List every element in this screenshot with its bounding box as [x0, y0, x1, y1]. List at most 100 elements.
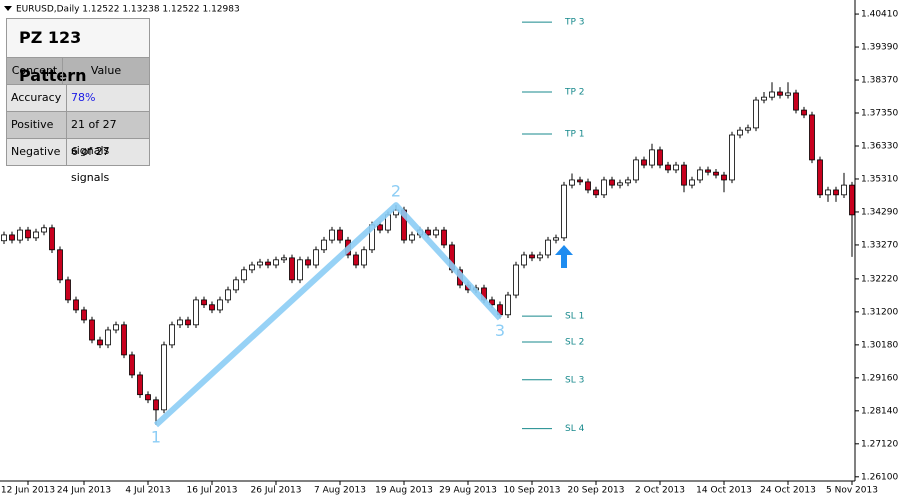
candle-body [801, 109, 807, 116]
candle-body [361, 249, 367, 266]
candle-body [441, 229, 447, 246]
candle-body [505, 294, 511, 316]
x-tick-label: 24 Jun 2013 [57, 486, 111, 496]
candle-body [49, 227, 55, 251]
candle-body [433, 229, 439, 236]
candle-body [513, 264, 519, 296]
candle-body [745, 127, 751, 131]
candle-body [833, 189, 839, 196]
candle-body [225, 289, 231, 301]
candle-body [849, 184, 855, 216]
candle-body [257, 261, 263, 266]
panel-row: Positive 21 of 27 signals [7, 111, 149, 157]
panel-header: Concept Value [7, 57, 149, 84]
candle-body [97, 339, 103, 346]
candle-body [25, 229, 31, 239]
candle-body [713, 171, 719, 176]
candle-body [41, 227, 47, 233]
cell: 21 of 27 signals [71, 118, 117, 157]
candle-body [249, 264, 255, 271]
candle-body [217, 299, 223, 311]
candle-body [617, 182, 623, 186]
panel-row: Accuracy 78% [7, 84, 149, 111]
pattern-label: 3 [495, 321, 505, 340]
stats-panel: PZ 123 Pattern Concept Value Accuracy 78… [6, 18, 150, 184]
candle-body [305, 259, 311, 266]
chart-header: EURUSD,Daily 1.12522 1.13238 1.12522 1.1… [16, 5, 240, 15]
candle-body [81, 309, 87, 321]
candle-body [1, 234, 7, 242]
candle-body [145, 394, 151, 401]
x-tick-label: 26 Jul 2013 [251, 486, 302, 496]
level-label: SL 1 [565, 312, 584, 322]
candle-body [529, 254, 535, 259]
candle-body [57, 249, 63, 281]
candle-body [841, 184, 847, 196]
candle-body [793, 92, 799, 111]
candle-body [409, 234, 415, 241]
candle-body [353, 254, 359, 266]
x-tick-label: 29 Aug 2013 [439, 486, 497, 496]
candle-body [89, 319, 95, 341]
candle-body [785, 92, 791, 96]
candle-body [657, 149, 663, 166]
candle-body [761, 96, 767, 101]
candle-body [241, 269, 247, 281]
candle-body [809, 114, 815, 161]
pattern-label: 2 [391, 182, 401, 201]
y-tick-label: 1.36330 [861, 141, 898, 151]
candle-body [281, 257, 287, 261]
candle-body [729, 134, 735, 181]
candle-body [705, 169, 711, 173]
y-tick-label: 1.26100 [861, 472, 898, 482]
y-tick-label: 1.37350 [861, 109, 898, 119]
candle-body [537, 254, 543, 259]
cell: 78% [71, 91, 96, 104]
y-tick-label: 1.33270 [861, 240, 898, 250]
signal-arrow [555, 244, 573, 268]
y-tick-label: 1.40410 [861, 10, 898, 20]
x-tick-label: 2 Oct 2013 [635, 486, 685, 496]
x-tick-label: 7 Aug 2013 [314, 486, 366, 496]
candle-body [601, 179, 607, 196]
candle-body [569, 179, 575, 186]
candle-body [377, 224, 383, 231]
candle-body [681, 164, 687, 186]
candle-body [553, 237, 559, 241]
cell: Positive [7, 112, 67, 138]
candle-body [201, 299, 207, 306]
candle-body [561, 184, 567, 239]
candle-body [649, 149, 655, 166]
y-tick-label: 1.34290 [861, 207, 898, 217]
candle-body [721, 174, 727, 181]
x-tick-label: 20 Sep 2013 [567, 486, 624, 496]
y-tick-label: 1.28140 [861, 406, 898, 416]
candle-body [521, 254, 527, 266]
y-tick-label: 1.30180 [861, 340, 898, 350]
candle-body [817, 159, 823, 196]
candle-body [609, 179, 615, 186]
x-tick-label: 24 Oct 2013 [760, 486, 816, 496]
candle-body [297, 259, 303, 281]
candle-body [625, 179, 631, 184]
cell: Accuracy [7, 85, 67, 111]
candle-body [777, 91, 783, 96]
cell: Negative [7, 139, 67, 165]
candle-body [209, 304, 215, 311]
x-tick-label: 5 Nov 2013 [826, 486, 878, 496]
candle-body [641, 159, 647, 166]
candle-body [161, 344, 167, 411]
candle-body [121, 324, 127, 356]
candle-body [9, 234, 15, 241]
y-tick-label: 1.31200 [861, 307, 898, 317]
candle-body [393, 209, 399, 216]
candle-body [129, 354, 135, 376]
pattern-line [153, 202, 503, 428]
candle-body [425, 229, 431, 236]
candle-body [313, 249, 319, 266]
candle-body [193, 299, 199, 326]
candle-body [593, 189, 599, 196]
candle-body [585, 181, 591, 191]
x-tick-label: 4 Jul 2013 [125, 486, 170, 496]
